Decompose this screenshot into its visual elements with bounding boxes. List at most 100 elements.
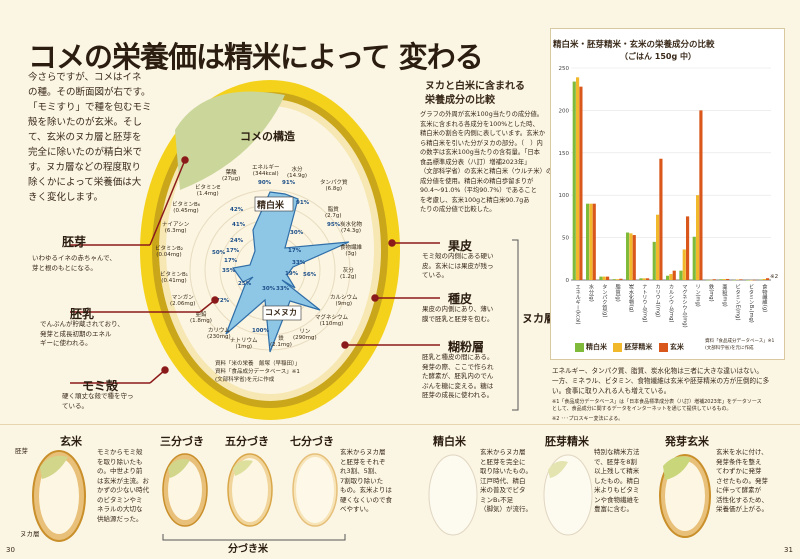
footnote-2: ※2 ･･･プロスキー変法による。 — [552, 416, 624, 422]
bu-grains — [162, 453, 338, 527]
x-tick-label: マグネシウム(mg) — [681, 284, 687, 328]
x-tick-label: カリウム(mg) — [655, 284, 661, 318]
y-tick-label: 250 — [559, 66, 570, 72]
komenuka-label: コメヌカ — [265, 308, 297, 317]
bar — [616, 279, 620, 280]
bar — [602, 276, 606, 280]
radar-pct: 91% — [296, 200, 310, 206]
haigaseimai-title: 胚芽精米 — [545, 435, 589, 448]
bar — [682, 249, 686, 280]
bar — [642, 278, 646, 280]
radar-pct: 72% — [216, 298, 230, 304]
bar — [639, 278, 643, 280]
x-tick-label: 鉄(mg) — [708, 283, 714, 302]
footnote-1: ※1「食品成分データベース」は「日本食品標準成分表（八訂）増補2023年」をデー… — [552, 399, 762, 412]
bar — [762, 278, 766, 280]
bu-bracket — [162, 534, 346, 541]
part-shuhi-text: 果皮の内側にあり、薄い 膜で胚乳と胚芽を包む。 — [422, 305, 494, 323]
seihakumai-grain — [428, 454, 478, 536]
seihakumai-title: 精白米 — [433, 435, 466, 448]
bar — [659, 158, 663, 280]
radar-pct: 50% — [212, 250, 226, 256]
y-tick-label: 200 — [559, 108, 570, 114]
seihakumai-text: 玄米からヌカ層 と胚芽を完全に 取り除いたもの。 江戸時代、精白 米の普及でビタ ミンB… — [480, 448, 532, 513]
part-momigara-title: モミ殻 — [82, 379, 119, 393]
radar-label: マンガン (2.06mg) — [170, 295, 196, 307]
page-title: コメの栄養価は精米によって 変わる — [28, 40, 484, 74]
bu-label: 分づき米 — [228, 544, 268, 555]
radar-pct: 17% — [226, 248, 240, 254]
part-hofunso-title: 糊粉層 — [448, 340, 485, 354]
radar-pct: 17% — [224, 258, 238, 264]
bar — [746, 279, 750, 281]
bar — [752, 279, 756, 281]
radar-pct: 33% — [276, 286, 290, 292]
genmai-label-germ: 胚芽 — [15, 447, 28, 455]
bar — [736, 279, 740, 280]
part-hainyu-title: 胚乳 — [70, 307, 95, 321]
radar-pct: 95% — [327, 222, 341, 228]
x-tick-label: 脂質(g) — [615, 283, 621, 302]
chart-source: 資料「食品成分データベース」※1 (文部科学省)を元に作成 — [705, 339, 775, 351]
bar — [719, 279, 723, 280]
bar — [766, 278, 770, 280]
x-tick-label: 炭水化物(g) — [628, 284, 634, 313]
bar — [606, 276, 610, 280]
radar-pct: 33% — [292, 260, 306, 266]
radar-label: 脂質 (2.7g) — [325, 207, 342, 219]
seihaku-label: 精白米 — [257, 201, 285, 211]
part-hainga-title: 胚芽 — [62, 235, 87, 249]
radar-label: タンパク質 (6.8g) — [320, 180, 348, 192]
radar-label: リン (290mg) — [293, 329, 317, 341]
chart-panel — [550, 28, 785, 360]
radar-label: エネルギー (344kcal) — [252, 165, 280, 177]
radar-label: ビタミンB₁ (0.41mg) — [160, 272, 188, 284]
bar — [612, 279, 616, 280]
x-tick-label: タンパク質(g) — [601, 284, 607, 318]
x-tick-label: 水分(g) — [588, 283, 594, 302]
bar — [726, 278, 730, 280]
right-summary: エネルギー、タンパク質、脂質、炭水化物は三者に大きな違いはない。 一方、ミネラル、… — [552, 367, 770, 395]
bar — [696, 195, 700, 280]
genmai-text: モミからモミ殻 を取り除いたも の。中世より前 は玄米が主流。お かずの少ない時代 のビ… — [97, 448, 149, 523]
bar — [722, 279, 726, 280]
bar — [686, 216, 690, 280]
radar-label: ナトリウム (1mg) — [230, 338, 258, 350]
y-tick-label: 100 — [559, 193, 570, 199]
germ — [175, 91, 285, 190]
bar — [576, 77, 580, 280]
radar-pct: 90% — [258, 180, 272, 186]
radar-pct: 35% — [222, 268, 236, 274]
radar-label: 葉酸 (27μg) — [222, 170, 241, 182]
genmai-label-bran: ヌカ層 — [20, 530, 40, 538]
bu-text: 玄米からヌカ層 と胚芽をそれぞ れ3割、5割、 7割取り除いた もの。玄米よりは 硬くな… — [340, 448, 392, 513]
radar-shape — [225, 191, 350, 353]
part-hofunso-text: 胚乳と種皮の間にある。 発芽の際、ここで作られ た酵素が、胚乳内のでん ぷんを糖に変え… — [422, 353, 494, 399]
bar — [679, 270, 683, 280]
bar — [749, 279, 753, 281]
radar-label: ビタミンB₂ (0.04mg) — [155, 246, 183, 258]
part-kahi-text: モミ殻の内側にある硬い 皮。玄米には果皮が残っ ている。 — [422, 252, 494, 279]
radar-label: 灰分 (1.2g) — [340, 268, 357, 280]
radar-label: 食物繊維 (3g) — [340, 245, 363, 257]
radar-label: カリウム (230mg) — [207, 328, 231, 340]
x-tick-label: エネルギー(kcal) — [575, 284, 581, 325]
legend-swatch — [613, 342, 623, 352]
radar-pct: 91% — [282, 180, 296, 186]
genmai-title: 玄米 — [60, 435, 82, 448]
hatsugagenmai-text: 玄米を水に付け、 発芽条件を整え てわずかに発芽 させたもの。発芽 に伴って酵素が 活性… — [716, 448, 768, 513]
radar-pct: 17% — [288, 248, 302, 254]
bar — [732, 279, 736, 281]
hatsugagenmai-grain — [659, 454, 711, 538]
y-tick-label: 0 — [566, 278, 570, 284]
structure-source: 資料「米の栄養 飯塚（早稲田）」 資料「食品成分データベース」※1 (文部科学省)を… — [215, 361, 301, 383]
hatsugagenmai-title: 発芽玄米 — [665, 435, 709, 448]
haigaseimai-text: 特別な精米方法 で、胚芽を8割 以上残して精米 したもの。精白 米よりもビタミ ンや食物… — [594, 448, 640, 513]
part-momigara-text: 硬く頑丈な殻で種を守っ ている。 — [62, 392, 134, 410]
radar-label: ビタミンB₆ (0.45mg) — [172, 202, 200, 214]
radar-label: カルシウム (9mg) — [330, 295, 358, 307]
x-tick-label: ナトリウム(mg) — [641, 284, 647, 323]
radar-pct: 30% — [262, 286, 276, 292]
intro-text: 今さらですが、コメはイネ の種。その断面図が右です。 「モミすり」で種を包むモミ 殻… — [28, 72, 152, 203]
radar-pct: 56% — [303, 272, 317, 278]
